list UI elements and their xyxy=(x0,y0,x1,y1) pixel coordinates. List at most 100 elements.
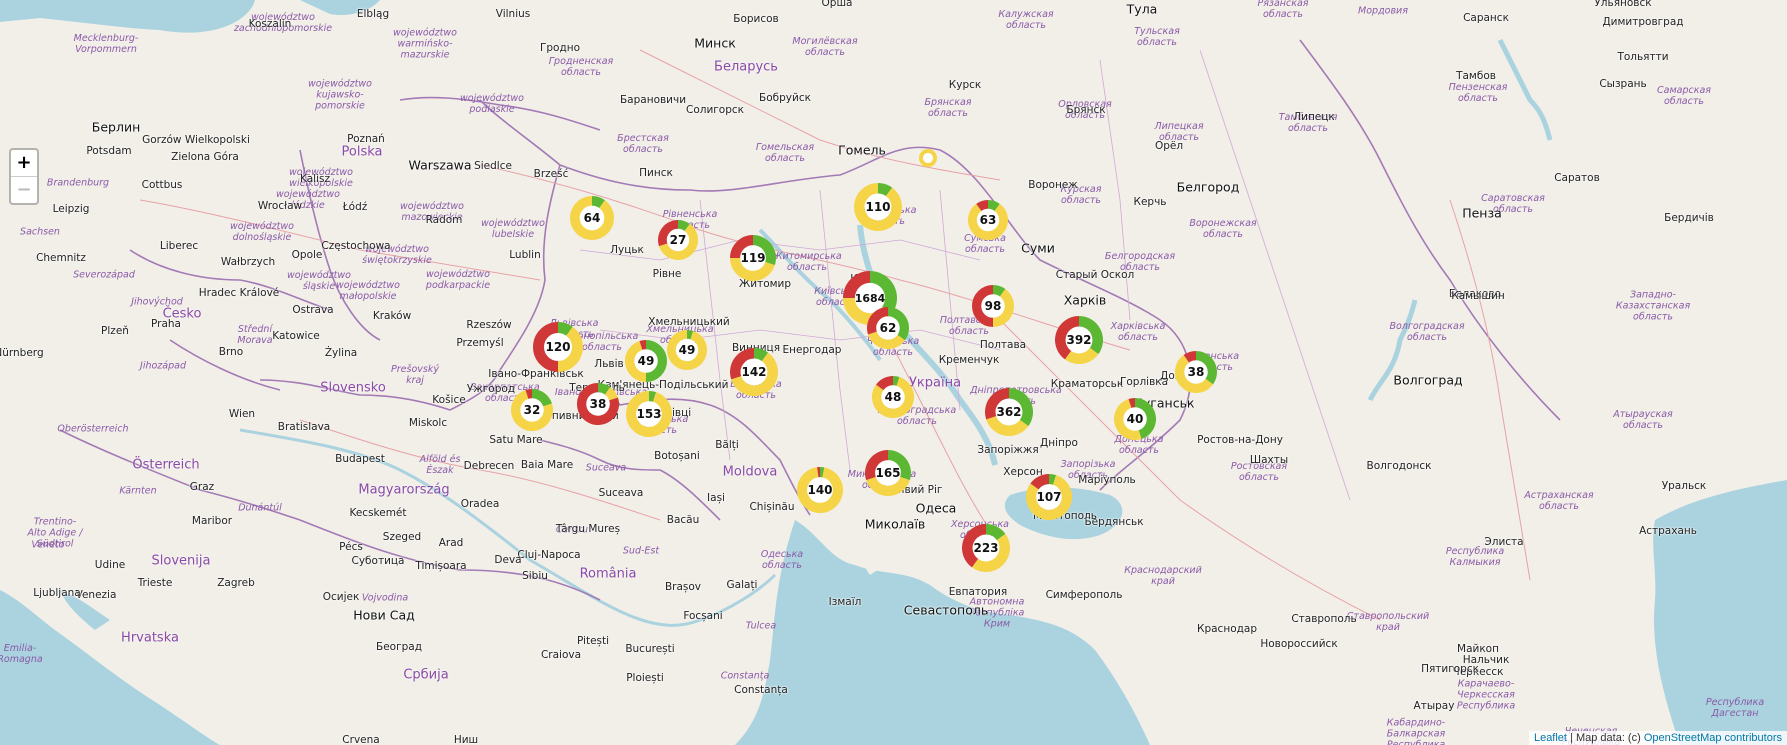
cluster-marker[interactable]: 142 xyxy=(730,348,778,396)
cluster-marker[interactable]: 362 xyxy=(985,388,1033,436)
cluster-center xyxy=(636,401,662,427)
red-segment xyxy=(1030,474,1050,490)
cluster-donut xyxy=(985,388,1033,436)
cluster-center xyxy=(1184,360,1208,384)
cluster-donut xyxy=(658,220,698,260)
cluster-marker[interactable]: 40 xyxy=(1114,398,1156,440)
cluster-count: 140 xyxy=(807,483,833,497)
cluster-donut xyxy=(730,348,778,396)
cluster-center xyxy=(976,208,1000,232)
cluster-count: 153 xyxy=(636,407,662,421)
cluster-center xyxy=(579,205,605,231)
cluster-donut xyxy=(533,322,583,372)
cluster-donut xyxy=(854,183,902,231)
yellow-segment xyxy=(1114,399,1142,440)
cluster-marker[interactable]: 1684 xyxy=(843,271,897,325)
cluster-marker[interactable]: 98 xyxy=(972,285,1014,327)
cluster-marker[interactable]: 110 xyxy=(854,183,902,231)
cluster-marker[interactable]: 140 xyxy=(797,467,843,513)
cluster-center xyxy=(634,349,658,373)
cluster-marker[interactable]: 392 xyxy=(1055,316,1103,364)
cluster-count: 120 xyxy=(545,340,571,354)
cluster-count: 392 xyxy=(1066,333,1092,347)
cluster-marker[interactable]: 223 xyxy=(962,524,1010,572)
cluster-marker[interactable]: 63 xyxy=(968,200,1008,240)
cluster-center xyxy=(740,245,766,271)
cluster-count: 362 xyxy=(996,405,1022,419)
cluster-donut xyxy=(797,467,843,513)
cluster-marker[interactable] xyxy=(919,149,937,167)
yellow-segment xyxy=(968,203,1008,240)
attribution-text: | Map data: (c) xyxy=(1566,732,1644,744)
cluster-count: 165 xyxy=(875,466,901,480)
green-segment xyxy=(992,285,1006,297)
cluster-center xyxy=(972,534,1000,562)
cluster-marker[interactable]: 27 xyxy=(658,220,698,260)
attribution: Leaflet | Map data: (c) OpenStreetMap co… xyxy=(1528,731,1787,745)
zoom-in-button[interactable]: + xyxy=(11,150,37,177)
cluster-marker[interactable]: 64 xyxy=(570,196,614,240)
yellow-segment xyxy=(868,331,905,349)
cluster-marker[interactable]: 48 xyxy=(872,376,914,418)
cluster-center xyxy=(807,477,833,503)
cluster-count: 38 xyxy=(1187,365,1205,379)
green-segment xyxy=(877,183,893,197)
cluster-center xyxy=(520,398,544,422)
cluster-marker[interactable]: 107 xyxy=(1026,474,1072,520)
cluster-donut xyxy=(570,196,614,240)
cluster-marker[interactable]: 153 xyxy=(626,391,672,437)
red-segment xyxy=(972,285,994,327)
cluster-marker[interactable]: 62 xyxy=(867,307,909,349)
red-segment xyxy=(730,348,755,380)
green-segment xyxy=(752,235,776,266)
green-segment xyxy=(1048,474,1057,485)
red-segment xyxy=(1055,316,1080,360)
green-segment xyxy=(987,200,1000,212)
cluster-count: 32 xyxy=(523,403,541,417)
cluster-count: 107 xyxy=(1036,490,1062,504)
cluster-marker[interactable]: 119 xyxy=(730,235,776,281)
zoom-out-button[interactable]: − xyxy=(16,179,32,200)
green-segment xyxy=(686,330,694,340)
cluster-center xyxy=(922,152,934,164)
cluster-donut xyxy=(626,391,672,437)
cluster-marker[interactable]: 32 xyxy=(511,389,553,431)
green-segment xyxy=(887,450,911,481)
cluster-marker[interactable]: 49 xyxy=(625,340,667,382)
yellow-segment xyxy=(604,387,618,401)
cluster-center xyxy=(854,282,886,314)
cluster-donut xyxy=(511,389,553,431)
cluster-marker[interactable]: 38 xyxy=(1175,351,1217,393)
yellow-segment xyxy=(872,377,914,418)
red-segment xyxy=(962,524,987,568)
zoom-control: + − xyxy=(9,148,39,205)
cluster-donut xyxy=(865,450,911,496)
cluster-donut xyxy=(577,383,619,425)
cluster-marker[interactable]: 49 xyxy=(667,330,707,370)
cluster-count: 38 xyxy=(589,397,607,411)
leaflet-link[interactable]: Leaflet xyxy=(1533,732,1567,744)
cluster-center xyxy=(544,333,572,361)
red-segment xyxy=(730,235,754,259)
cluster-center xyxy=(675,338,699,362)
cluster-center xyxy=(740,358,768,386)
red-segment xyxy=(525,389,533,399)
cluster-count: 49 xyxy=(678,343,696,357)
cluster-count: 40 xyxy=(1126,412,1144,426)
cluster-count: 98 xyxy=(984,299,1002,313)
red-segment xyxy=(639,340,647,350)
cluster-donut xyxy=(1114,398,1156,440)
cluster-marker[interactable]: 165 xyxy=(865,450,911,496)
cluster-center xyxy=(864,193,892,221)
cluster-marker[interactable]: 120 xyxy=(533,322,583,372)
cluster-count: 142 xyxy=(741,365,767,379)
cluster-marker[interactable]: 38 xyxy=(577,383,619,425)
yellow-segment xyxy=(1064,347,1099,364)
osm-link[interactable]: OpenStreetMap contributors xyxy=(1643,732,1782,744)
cluster-donut xyxy=(968,200,1008,240)
yellow-segment xyxy=(667,330,707,370)
cluster-center xyxy=(1123,407,1147,431)
cluster-count: 223 xyxy=(973,541,999,555)
red-segment xyxy=(1128,398,1136,408)
